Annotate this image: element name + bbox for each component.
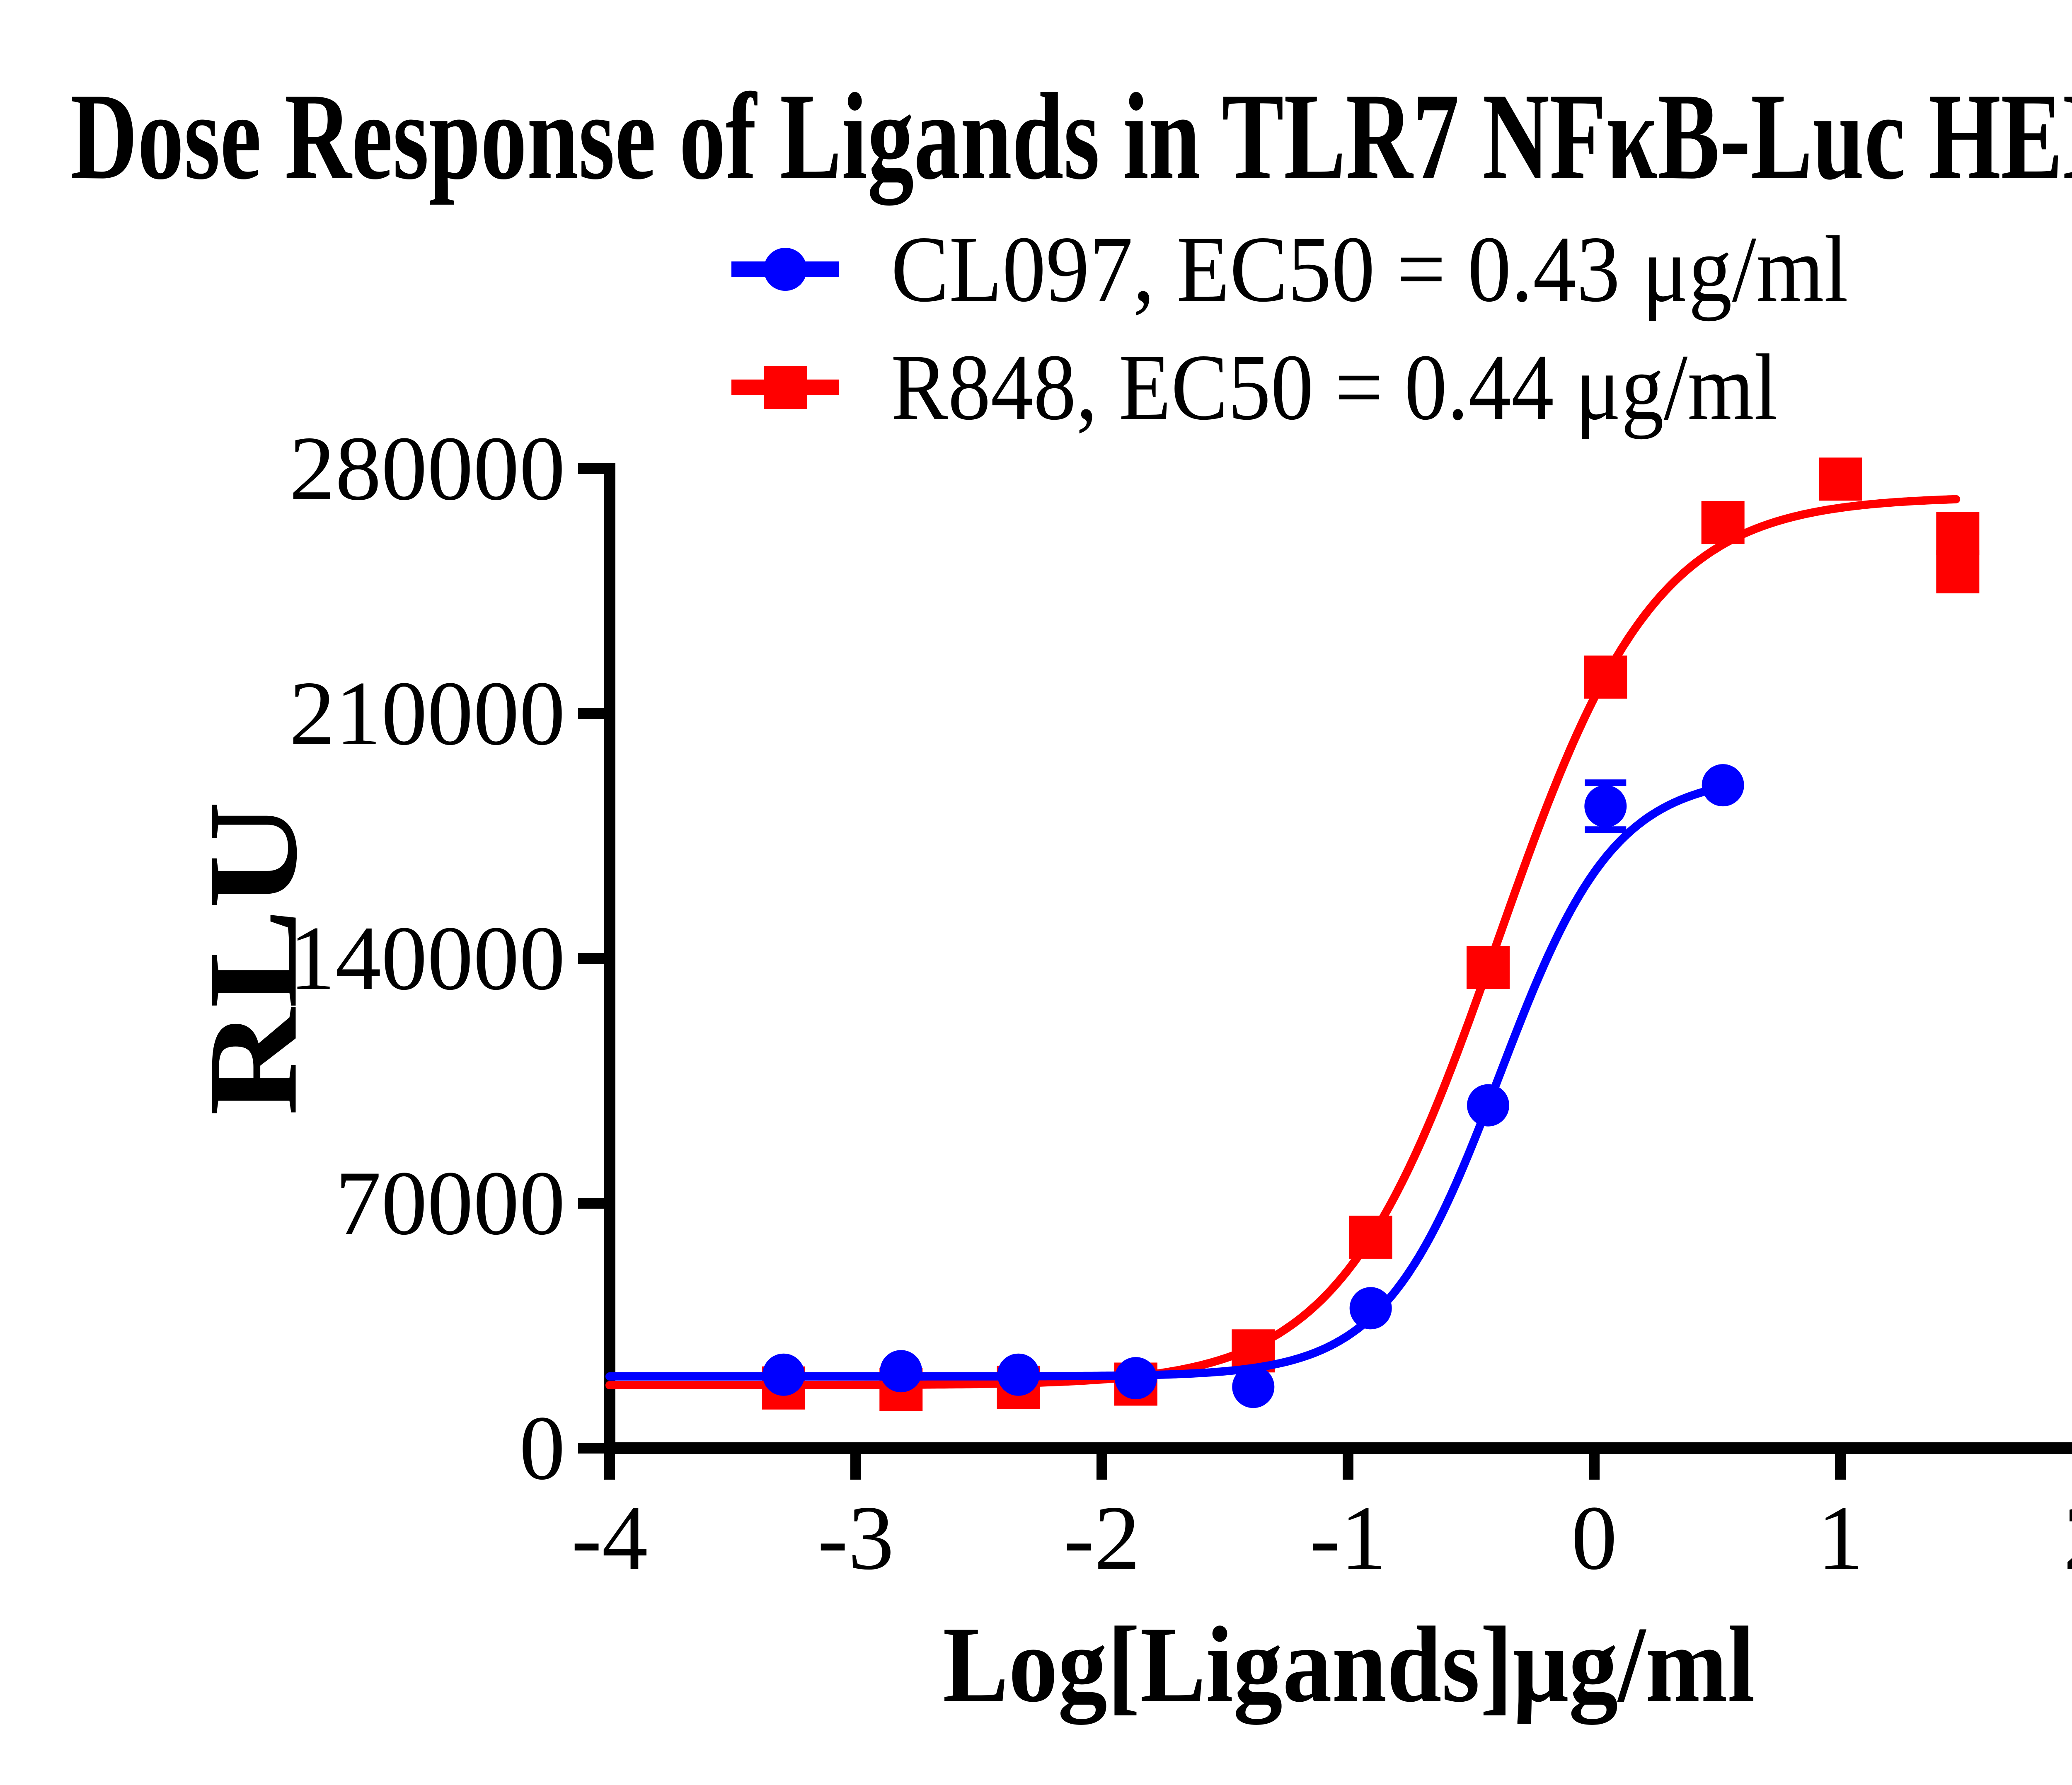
data-point-r848 (1936, 550, 1980, 594)
legend-label-r848: R848, EC50 = 0.44 μg/ml (891, 335, 1778, 440)
y-tick-label: 0 (519, 1397, 565, 1499)
legend-item-r848: R848, EC50 = 0.44 μg/ml (731, 335, 1778, 440)
axes: -4 -3 -2 -1 0 1 2 0 70000 140000 210000 280000 (289, 418, 2072, 1589)
data-point-cl097 (997, 1353, 1040, 1396)
chart-title: Dose Response of Ligands in TLR7 NFκB-Lu… (70, 68, 2072, 208)
fit-curve-cl097 (605, 783, 1726, 1381)
data-point-cl097 (762, 1353, 805, 1396)
x-tick-label: 1 (1818, 1487, 1864, 1589)
y-tick-label: 280000 (289, 418, 565, 520)
y-axis-title: RLU (182, 801, 324, 1116)
data-point-cl097 (1232, 1366, 1275, 1408)
data-point-r848 (1936, 512, 1980, 555)
data-point-cl097 (1702, 764, 1744, 807)
data-point-cl097 (1114, 1357, 1157, 1400)
y-tick-label: 210000 (289, 663, 565, 764)
data-point-cl097 (1584, 785, 1627, 827)
legend: CL097, EC50 = 0.43 μg/ml R848, EC50 = 0.… (731, 217, 1848, 440)
x-axis-title: Log[Ligands]μg/ml (943, 1604, 1755, 1726)
data-point-r848 (1819, 457, 1862, 501)
x-tick-label: 0 (1571, 1487, 1617, 1589)
data-point-cl097 (880, 1350, 922, 1393)
x-tick-label: -2 (1064, 1487, 1140, 1589)
legend-circle-marker-icon (764, 248, 807, 291)
x-tick-label: 2 (2064, 1487, 2072, 1589)
x-tick-label: -3 (818, 1487, 894, 1589)
data-point-cl097 (1349, 1287, 1392, 1330)
legend-square-marker-icon (764, 366, 807, 409)
x-tick-label: -4 (571, 1487, 648, 1589)
x-tick-label: -1 (1310, 1487, 1387, 1589)
legend-label-cl097: CL097, EC50 = 0.43 μg/ml (891, 217, 1848, 322)
y-tick-label: 140000 (289, 907, 565, 1009)
legend-item-cl097: CL097, EC50 = 0.43 μg/ml (731, 217, 1848, 322)
y-tick-label: 70000 (335, 1152, 565, 1254)
data-point-cl097 (1467, 1084, 1509, 1127)
plot-area (605, 457, 1980, 1411)
fit-curve-r848 (605, 495, 1961, 1389)
